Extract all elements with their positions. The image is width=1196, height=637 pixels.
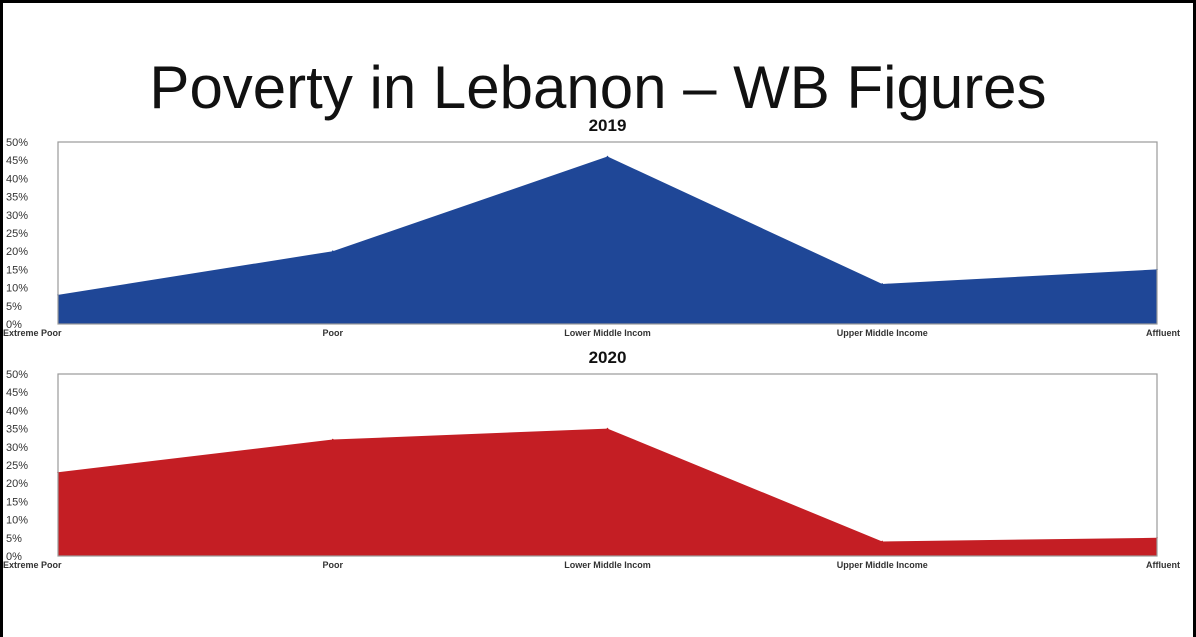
chart-2019-point-4 xyxy=(881,283,884,285)
chart-2020-ytick-label: 50% xyxy=(6,369,28,381)
chart-2019-xtick-label: Poor xyxy=(322,328,343,338)
chart-2019-ytick-label: 30% xyxy=(6,210,28,222)
chart-2020: 2020 0% 5% 10% 15% 20% 25% 30% 35% 40% 45% 50% Extre… xyxy=(3,348,1180,570)
chart-2019-point-3 xyxy=(606,155,609,158)
chart-2019-xtick-label: Extreme Poor xyxy=(3,328,62,338)
chart-2020-xtick-label: Affluent xyxy=(1146,560,1180,570)
chart-2020-title: 2020 xyxy=(589,348,627,367)
chart-2019-plot-frame xyxy=(57,141,1158,325)
chart-2019-xtick-label: Lower Middle Incom xyxy=(564,328,651,338)
chart-2019-ytick-label: 25% xyxy=(6,228,28,240)
chart-2020-xtick-label: Extreme Poor xyxy=(3,560,62,570)
chart-2019-ytick-label: 50% xyxy=(6,137,28,149)
chart-2019-ytick-label: 10% xyxy=(6,283,28,295)
chart-2020-area xyxy=(58,428,1157,556)
chart-2019-ytick-label: 35% xyxy=(6,192,28,204)
chart-2020-ytick-label: 20% xyxy=(6,478,28,490)
chart-2019-ytick-label: 20% xyxy=(6,246,28,258)
chart-2019-title: 2019 xyxy=(589,116,627,135)
chart-2020-xtick-label: Upper Middle Income xyxy=(837,560,928,570)
chart-2020-ytick-label: 25% xyxy=(6,460,28,472)
chart-2020-ytick-label: 0% xyxy=(6,551,22,563)
chart-2020-point-4 xyxy=(881,540,884,543)
chart-2019-xtick-label: Affluent xyxy=(1146,328,1180,338)
chart-2020-ytick-label: 45% xyxy=(6,387,28,399)
chart-2019-ytick-label: 45% xyxy=(6,155,28,167)
chart-2020-point-3 xyxy=(606,427,609,430)
chart-2019-ytick-label: 40% xyxy=(6,173,28,185)
chart-2019: 2019 0% 5% 10% 15% 20% 25% 30% 35% 40% 45% 50% Extre… xyxy=(3,116,1180,338)
chart-2019-ytick-label: 5% xyxy=(6,301,22,313)
chart-2019-xtick-label: Upper Middle Income xyxy=(837,328,928,338)
chart-2019-point-2 xyxy=(331,250,334,252)
chart-2020-xtick-label: Lower Middle Incom xyxy=(564,560,651,570)
chart-2020-ytick-label: 30% xyxy=(6,442,28,454)
chart-2020-plot-frame xyxy=(57,373,1158,557)
chart-2019-ytick-label: 0% xyxy=(6,319,22,331)
chart-2020-ytick-label: 35% xyxy=(6,424,28,436)
chart-2020-ytick-label: 10% xyxy=(6,515,28,527)
chart-2020-ytick-label: 15% xyxy=(6,496,28,508)
chart-2019-ytick-label: 15% xyxy=(6,264,28,276)
page-title: Poverty in Lebanon – WB Figures xyxy=(149,54,1047,121)
chart-2020-ytick-label: 5% xyxy=(6,533,22,545)
chart-2020-xtick-label: Poor xyxy=(322,560,343,570)
chart-2019-area xyxy=(58,156,1157,324)
chart-2020-ytick-label: 40% xyxy=(6,405,28,417)
chart-2020-point-2 xyxy=(331,438,334,441)
